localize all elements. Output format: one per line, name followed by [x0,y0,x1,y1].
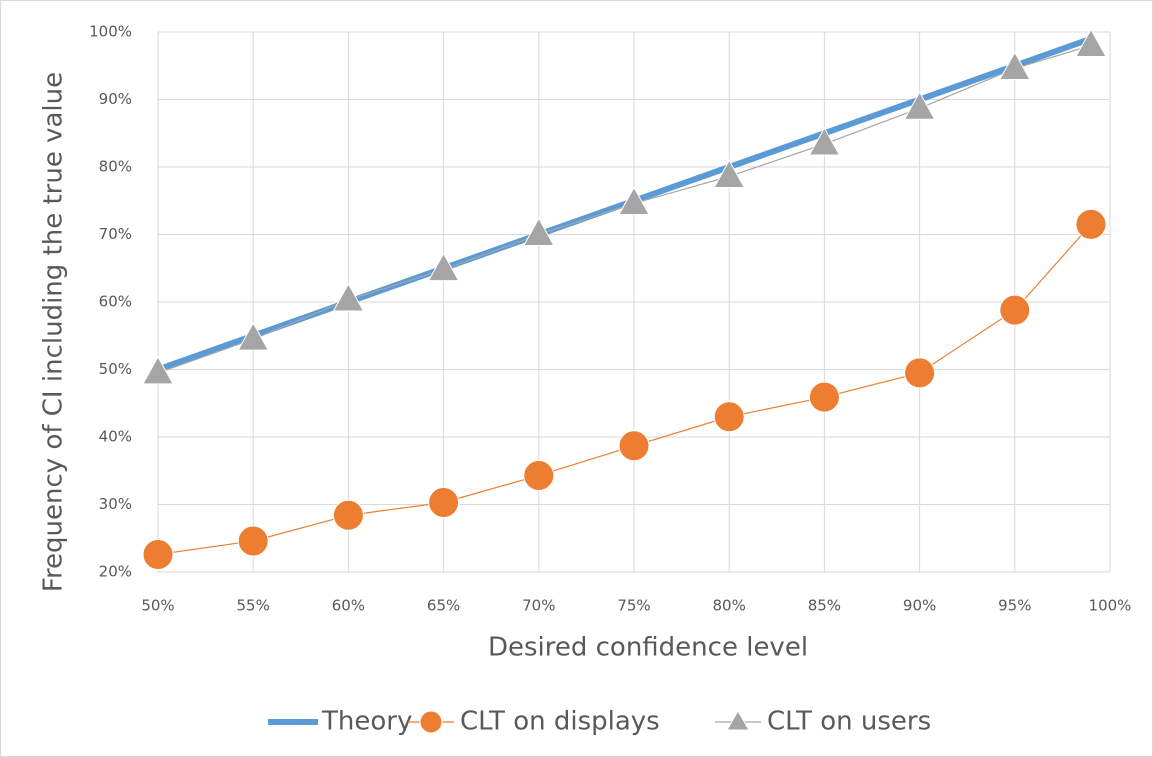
legend-label: CLT on users [767,707,931,737]
x-tick-label: 75% [617,597,650,615]
marker [142,538,174,570]
marker [903,91,936,120]
marker [332,499,364,531]
y-tick-label: 90% [99,90,132,108]
marker [522,217,555,246]
marker [999,294,1031,326]
marker [713,401,745,433]
marker [618,430,650,462]
legend-label: Theory [321,707,412,737]
y-tick-label: 60% [99,293,132,311]
marker [998,51,1031,80]
marker [904,357,936,389]
marker [332,282,365,312]
legend-marker [726,710,750,731]
y-tick-label: 30% [99,495,132,513]
marker [427,252,460,282]
marker [428,486,460,518]
x-tick-label: 60% [332,597,365,615]
marker [523,459,555,491]
x-tick-label: 100% [1089,597,1132,615]
marker [1075,208,1107,240]
marker [618,186,650,215]
marker [1075,28,1107,57]
x-axis-title: Desired confidence level [488,633,808,663]
x-tick-label: 95% [998,597,1031,615]
marker [808,127,841,156]
legend-marker [419,710,443,734]
legend-label: CLT on displays [460,707,660,737]
marker [142,355,174,385]
x-tick-label: 50% [141,597,174,615]
y-axis-title: Frequency of CI including the true value [39,72,69,592]
x-tick-label: 70% [522,597,555,615]
y-tick-label: 100% [89,23,132,41]
y-tick-label: 40% [99,428,132,446]
marker [237,525,269,557]
y-tick-label: 20% [99,563,132,581]
marker [808,381,840,413]
x-tick-label: 90% [903,597,936,615]
y-tick-label: 50% [99,360,132,378]
x-tick-label: 65% [427,597,460,615]
x-tick-label: 80% [713,597,746,615]
x-tick-label: 55% [237,597,270,615]
y-tick-label: 70% [99,225,132,243]
x-tick-label: 85% [808,597,841,615]
marker [713,159,746,188]
y-tick-label: 80% [99,158,132,176]
marker [237,322,270,351]
